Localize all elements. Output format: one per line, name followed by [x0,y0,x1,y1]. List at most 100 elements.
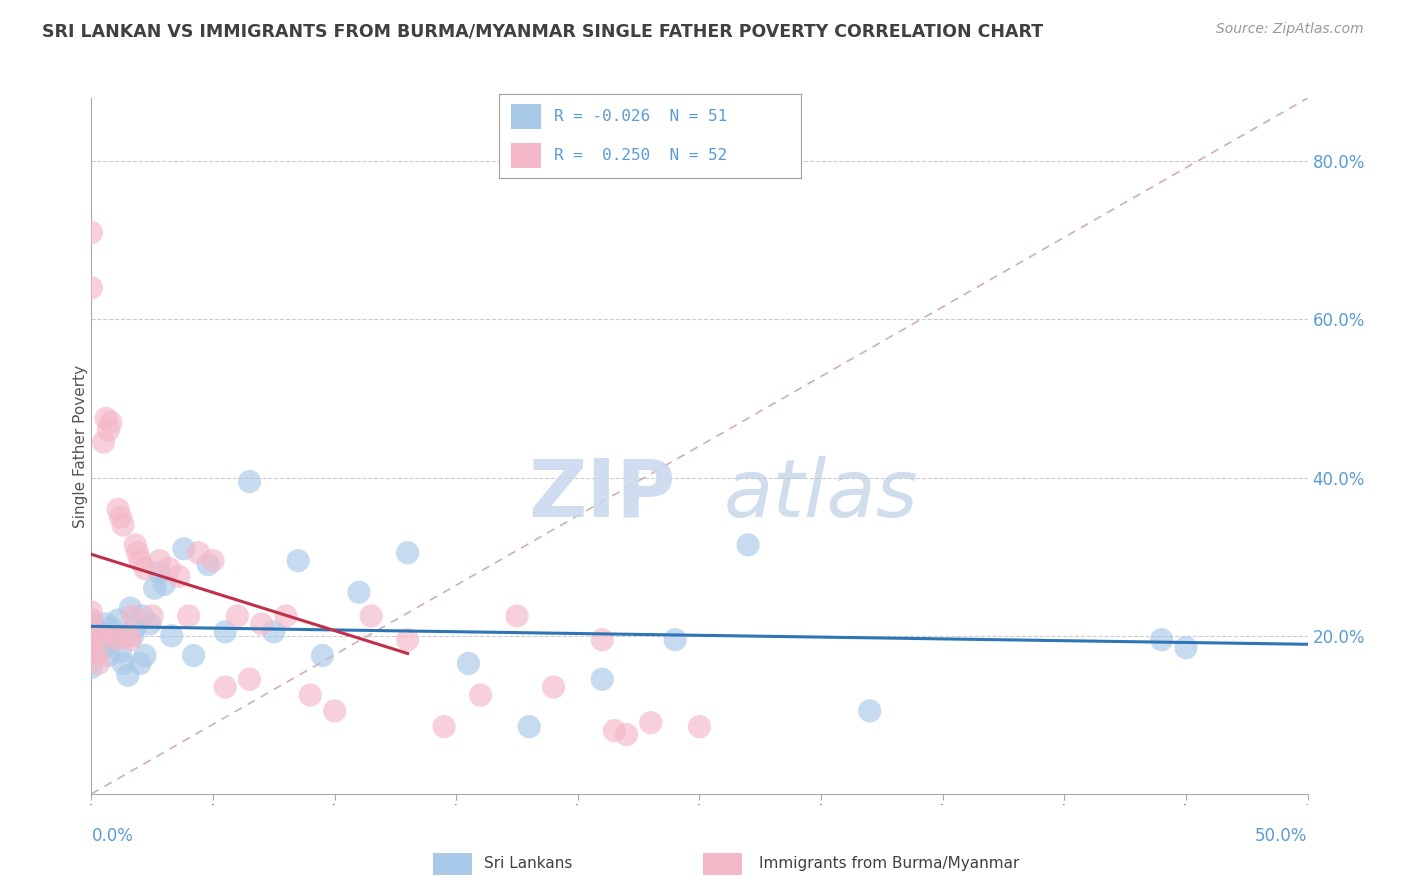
Point [104,632,127,647]
Point [396,546,419,560]
Bar [512,143,541,169]
Text: atlas: atlas [724,456,918,533]
Point [100,415,122,429]
Text: ZIP: ZIP [527,456,675,533]
Point [177,609,200,624]
Point [688,720,710,734]
Point [360,609,382,624]
Point [543,680,565,694]
Point [120,601,142,615]
Point [287,554,309,568]
Point [80,637,103,651]
Point [110,510,132,524]
Point [347,585,370,599]
Point [470,688,492,702]
Text: 50.0%: 50.0% [1256,827,1308,845]
Point [131,609,153,624]
Point [157,561,180,575]
Point [173,541,195,556]
Point [107,502,129,516]
Point [124,538,146,552]
Point [214,680,236,694]
Point [640,715,662,730]
Point [737,538,759,552]
Point [127,546,149,560]
Point [616,728,638,742]
Point [323,704,346,718]
Point [80,629,103,643]
Point [80,637,103,651]
Point [664,632,686,647]
Point [90,632,112,647]
Point [83,644,105,658]
Point [396,632,419,647]
Point [87,657,110,671]
Point [121,609,143,624]
Point [111,657,134,671]
Point [143,582,166,596]
Point [110,644,132,658]
Point [238,475,260,489]
Point [433,720,456,734]
Point [94,411,117,425]
Point [80,613,103,627]
Point [591,672,613,686]
Point [80,621,103,635]
Point [104,632,127,647]
Text: 0.0%: 0.0% [91,827,134,845]
Point [238,672,260,686]
Point [311,648,333,663]
Point [167,569,190,583]
Point [97,423,120,437]
Y-axis label: Single Father Poverty: Single Father Poverty [73,365,87,527]
Point [263,624,285,639]
Point [457,657,479,671]
Point [80,281,103,295]
Point [139,616,162,631]
Point [80,648,103,663]
Point [134,561,156,575]
Point [603,723,626,738]
Point [100,621,122,635]
Point [124,621,146,635]
Point [148,566,170,580]
Point [94,616,117,631]
Point [80,640,103,655]
Point [84,648,107,663]
Point [134,648,156,663]
Point [93,435,115,450]
Point [274,609,297,624]
Point [153,577,176,591]
Point [141,609,163,624]
Point [187,546,209,560]
Point [117,629,139,643]
Point [129,657,152,671]
Point [80,605,103,619]
Point [214,624,236,639]
Text: R = -0.026  N = 51: R = -0.026 N = 51 [554,109,727,124]
Text: Immigrants from Burma/Myanmar: Immigrants from Burma/Myanmar [759,855,1019,871]
Point [97,648,120,663]
Point [160,629,183,643]
Point [107,613,129,627]
Point [506,609,529,624]
Point [197,558,219,572]
Point [111,518,134,533]
Point [80,660,103,674]
Text: Source: ZipAtlas.com: Source: ZipAtlas.com [1216,22,1364,37]
Point [299,688,322,702]
Point [80,621,103,635]
Point [250,616,273,631]
Bar [703,853,742,875]
Point [103,629,125,643]
Text: Sri Lankans: Sri Lankans [484,855,572,871]
Point [103,629,125,643]
Point [80,632,103,647]
Bar [512,103,541,129]
Point [183,648,205,663]
Point [121,629,143,643]
Point [148,554,170,568]
Point [859,704,882,718]
Point [80,226,103,240]
Bar [433,853,472,875]
